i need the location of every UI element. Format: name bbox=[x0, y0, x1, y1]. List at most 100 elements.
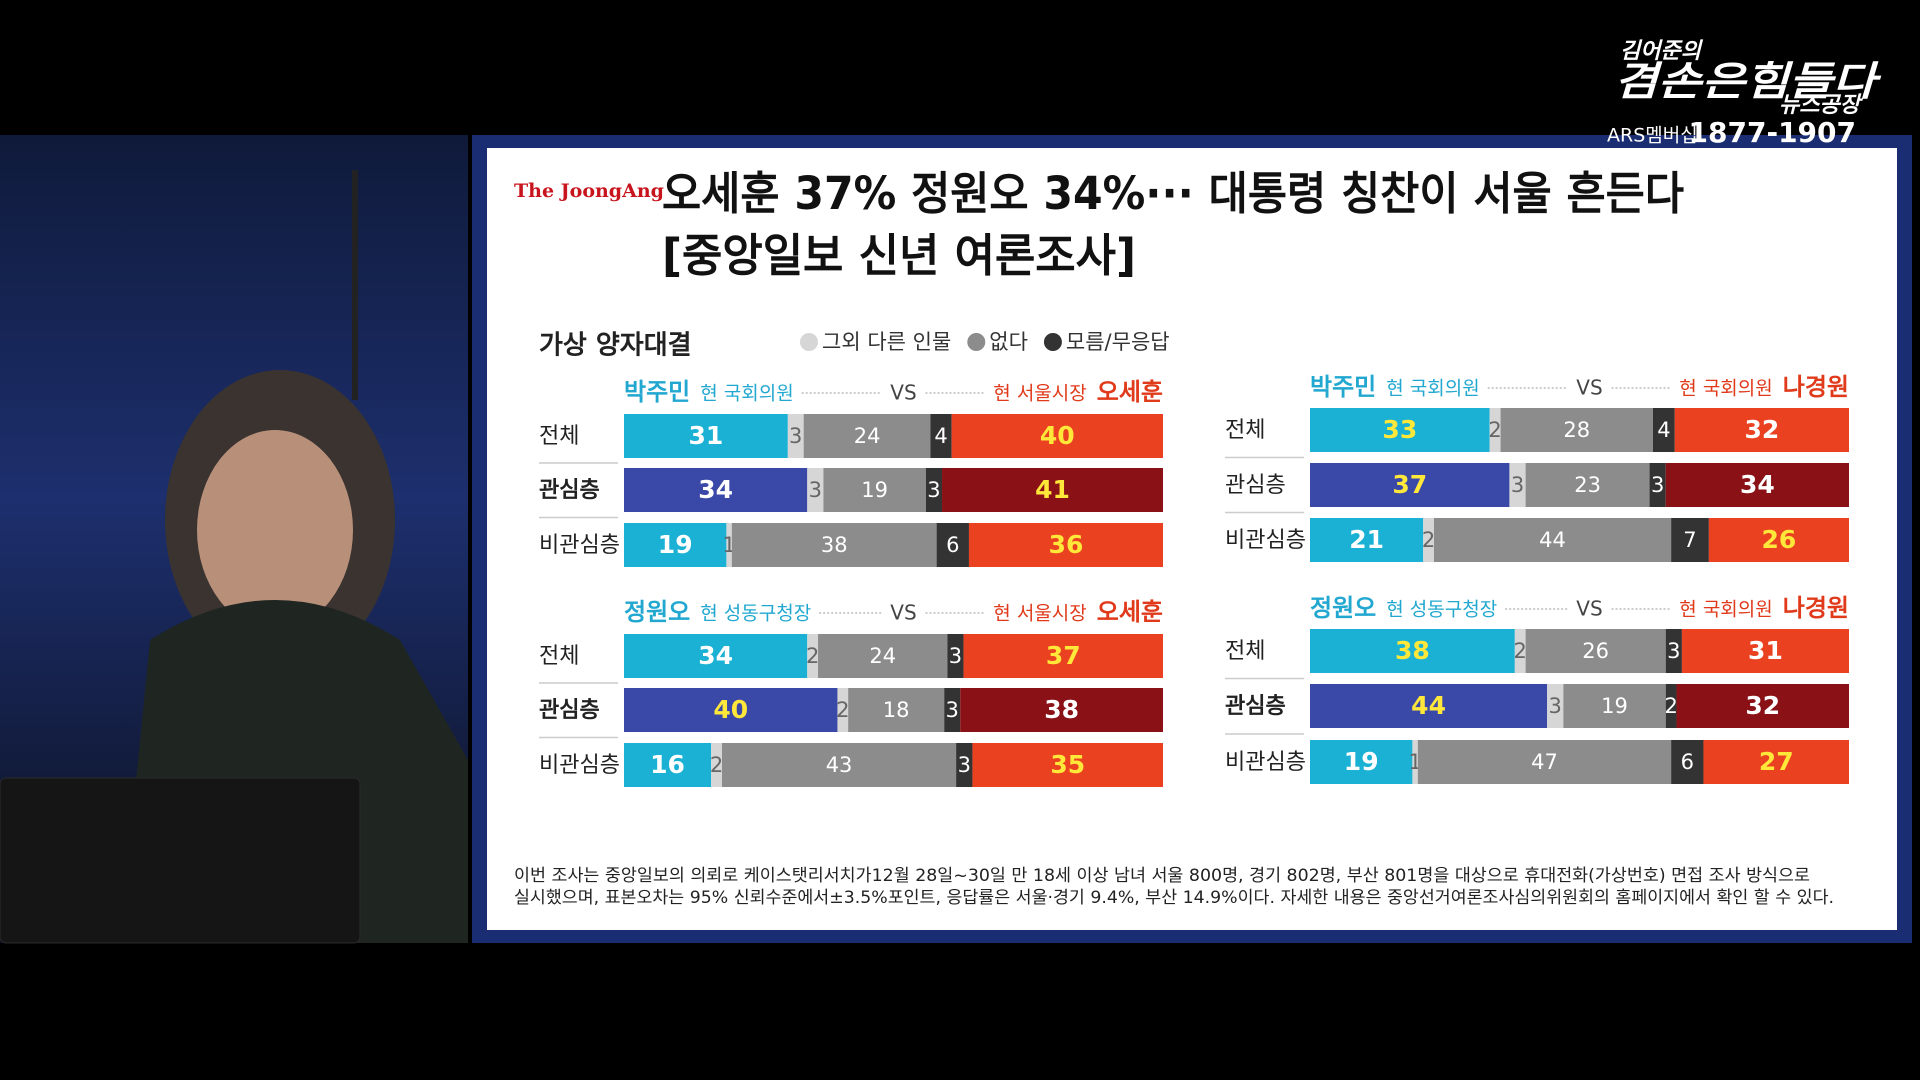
value-label: 3 bbox=[789, 424, 802, 448]
candidate-role: 현 국회의원 bbox=[1679, 378, 1772, 400]
row-label: 관심층 bbox=[539, 698, 600, 723]
legend-swatch bbox=[967, 333, 986, 351]
value-label: 40 bbox=[1040, 421, 1075, 450]
bar-segment bbox=[1514, 629, 1526, 673]
bar-segment bbox=[1708, 518, 1849, 562]
value-label: 31 bbox=[689, 421, 724, 450]
candidate-name: 오세훈 bbox=[1097, 378, 1163, 406]
bar-segment bbox=[1665, 463, 1849, 507]
candidate-role: 현 국회의원 bbox=[700, 383, 793, 405]
row-label: 전체 bbox=[539, 644, 579, 669]
value-label: 3 bbox=[1651, 473, 1664, 497]
candidate-name: 나경원 bbox=[1783, 373, 1849, 401]
show-title: 겸손은힘들다 bbox=[1614, 59, 1882, 105]
phone-number: 1877-1907 bbox=[1689, 116, 1856, 149]
bar-segment bbox=[947, 634, 964, 678]
row-label: 비관심층 bbox=[539, 533, 620, 558]
value-label: 26 bbox=[1582, 639, 1609, 663]
value-label: 2 bbox=[1664, 694, 1677, 718]
bar-segment bbox=[624, 414, 788, 458]
bar-segment bbox=[722, 743, 957, 787]
value-label: 23 bbox=[1574, 473, 1601, 497]
candidate-name: 나경원 bbox=[1783, 594, 1849, 622]
bar-segment bbox=[1563, 684, 1666, 728]
value-label: 37 bbox=[1046, 641, 1081, 670]
bar-segment bbox=[1681, 629, 1849, 673]
value-label: 38 bbox=[1044, 695, 1079, 724]
value-label: 6 bbox=[1681, 750, 1694, 774]
value-label: 35 bbox=[1050, 750, 1085, 779]
value-label: 26 bbox=[1762, 525, 1797, 554]
row-label: 비관심층 bbox=[1225, 528, 1306, 553]
value-label: 31 bbox=[1748, 636, 1783, 665]
value-label: 21 bbox=[1349, 525, 1384, 554]
bar-segment bbox=[624, 688, 838, 732]
value-label: 7 bbox=[1683, 528, 1696, 552]
candidate-role: 현 성동구청장 bbox=[700, 603, 811, 625]
value-label: 3 bbox=[946, 698, 959, 722]
value-label: 19 bbox=[1344, 747, 1379, 776]
footnote: 실시했으며, 표본오차는 95% 신뢰수준에서±3.5%포인트, 응답률은 서울… bbox=[514, 888, 1834, 908]
bar-segment bbox=[1525, 463, 1650, 507]
value-label: 2 bbox=[806, 644, 819, 668]
bar-segment bbox=[968, 523, 1163, 567]
bar-segment bbox=[711, 743, 722, 787]
studio-video bbox=[0, 135, 468, 944]
legend-label: 그외 다른 인물 bbox=[822, 330, 951, 354]
bar-segment bbox=[1547, 684, 1564, 728]
value-label: 3 bbox=[809, 478, 822, 502]
value-label: 33 bbox=[1382, 415, 1417, 444]
bar-segment bbox=[818, 634, 948, 678]
value-label: 18 bbox=[883, 698, 910, 722]
value-label: 38 bbox=[821, 533, 848, 557]
row-label: 관심층 bbox=[1225, 473, 1286, 498]
value-label: 6 bbox=[946, 533, 959, 557]
bar-segment bbox=[787, 414, 804, 458]
bar-segment bbox=[807, 634, 819, 678]
candidate-role: 현 국회의원 bbox=[1679, 599, 1772, 621]
value-label: 34 bbox=[1740, 470, 1775, 499]
value-label: 3 bbox=[1549, 694, 1562, 718]
value-label: 2 bbox=[836, 698, 849, 722]
value-label: 28 bbox=[1563, 418, 1590, 442]
show-logo: 김어준의 겸손은힘들다 뉴스공장 ARS멤버십 1877-1907 bbox=[1607, 39, 1882, 149]
publisher-logo: The JoongAng bbox=[514, 180, 664, 202]
bar-segment bbox=[1310, 684, 1548, 728]
bar-segment bbox=[951, 414, 1163, 458]
value-label: 41 bbox=[1035, 475, 1070, 504]
candidate-name: 정원오 bbox=[624, 598, 690, 626]
value-label: 40 bbox=[713, 695, 748, 724]
bar-segment bbox=[1310, 408, 1490, 452]
bar-segment bbox=[1417, 740, 1672, 784]
bar-segment bbox=[1665, 684, 1677, 728]
bar-segment bbox=[1310, 518, 1424, 562]
vs-label: VS bbox=[890, 601, 916, 625]
bar-segment bbox=[1412, 740, 1418, 784]
bar-segment bbox=[848, 688, 945, 732]
bar-segment bbox=[930, 414, 952, 458]
bar-segment bbox=[1310, 629, 1515, 673]
value-label: 3 bbox=[949, 644, 962, 668]
legend-swatch bbox=[800, 333, 818, 351]
value-label: 44 bbox=[1411, 691, 1446, 720]
presenter-face bbox=[197, 430, 353, 630]
candidate-name: 정원오 bbox=[1310, 594, 1376, 622]
value-label: 2 bbox=[1422, 528, 1435, 552]
value-label: 3 bbox=[958, 753, 971, 777]
bar-segment bbox=[1310, 463, 1510, 507]
value-label: 19 bbox=[1601, 694, 1628, 718]
footnote: 이번 조사는 중앙일보의 의뢰로 케이스탯리서치가12월 28일~30일 만 1… bbox=[514, 866, 1810, 886]
value-label: 43 bbox=[826, 753, 853, 777]
row-label: 비관심층 bbox=[539, 753, 620, 778]
article-title: 오세훈 37% 정원오 34%··· 대통령 칭찬이 서울 흔든다 bbox=[662, 167, 1684, 220]
candidate-role: 현 국회의원 bbox=[1386, 378, 1479, 400]
bar-segment bbox=[624, 523, 727, 567]
value-label: 16 bbox=[650, 750, 685, 779]
candidate-name: 박주민 bbox=[1310, 373, 1376, 401]
value-label: 19 bbox=[861, 478, 888, 502]
bar-segment bbox=[624, 743, 712, 787]
value-label: 36 bbox=[1049, 530, 1084, 559]
value-label: 2 bbox=[1488, 418, 1501, 442]
bar-segment bbox=[1674, 408, 1849, 452]
bar-segment bbox=[1703, 740, 1849, 784]
